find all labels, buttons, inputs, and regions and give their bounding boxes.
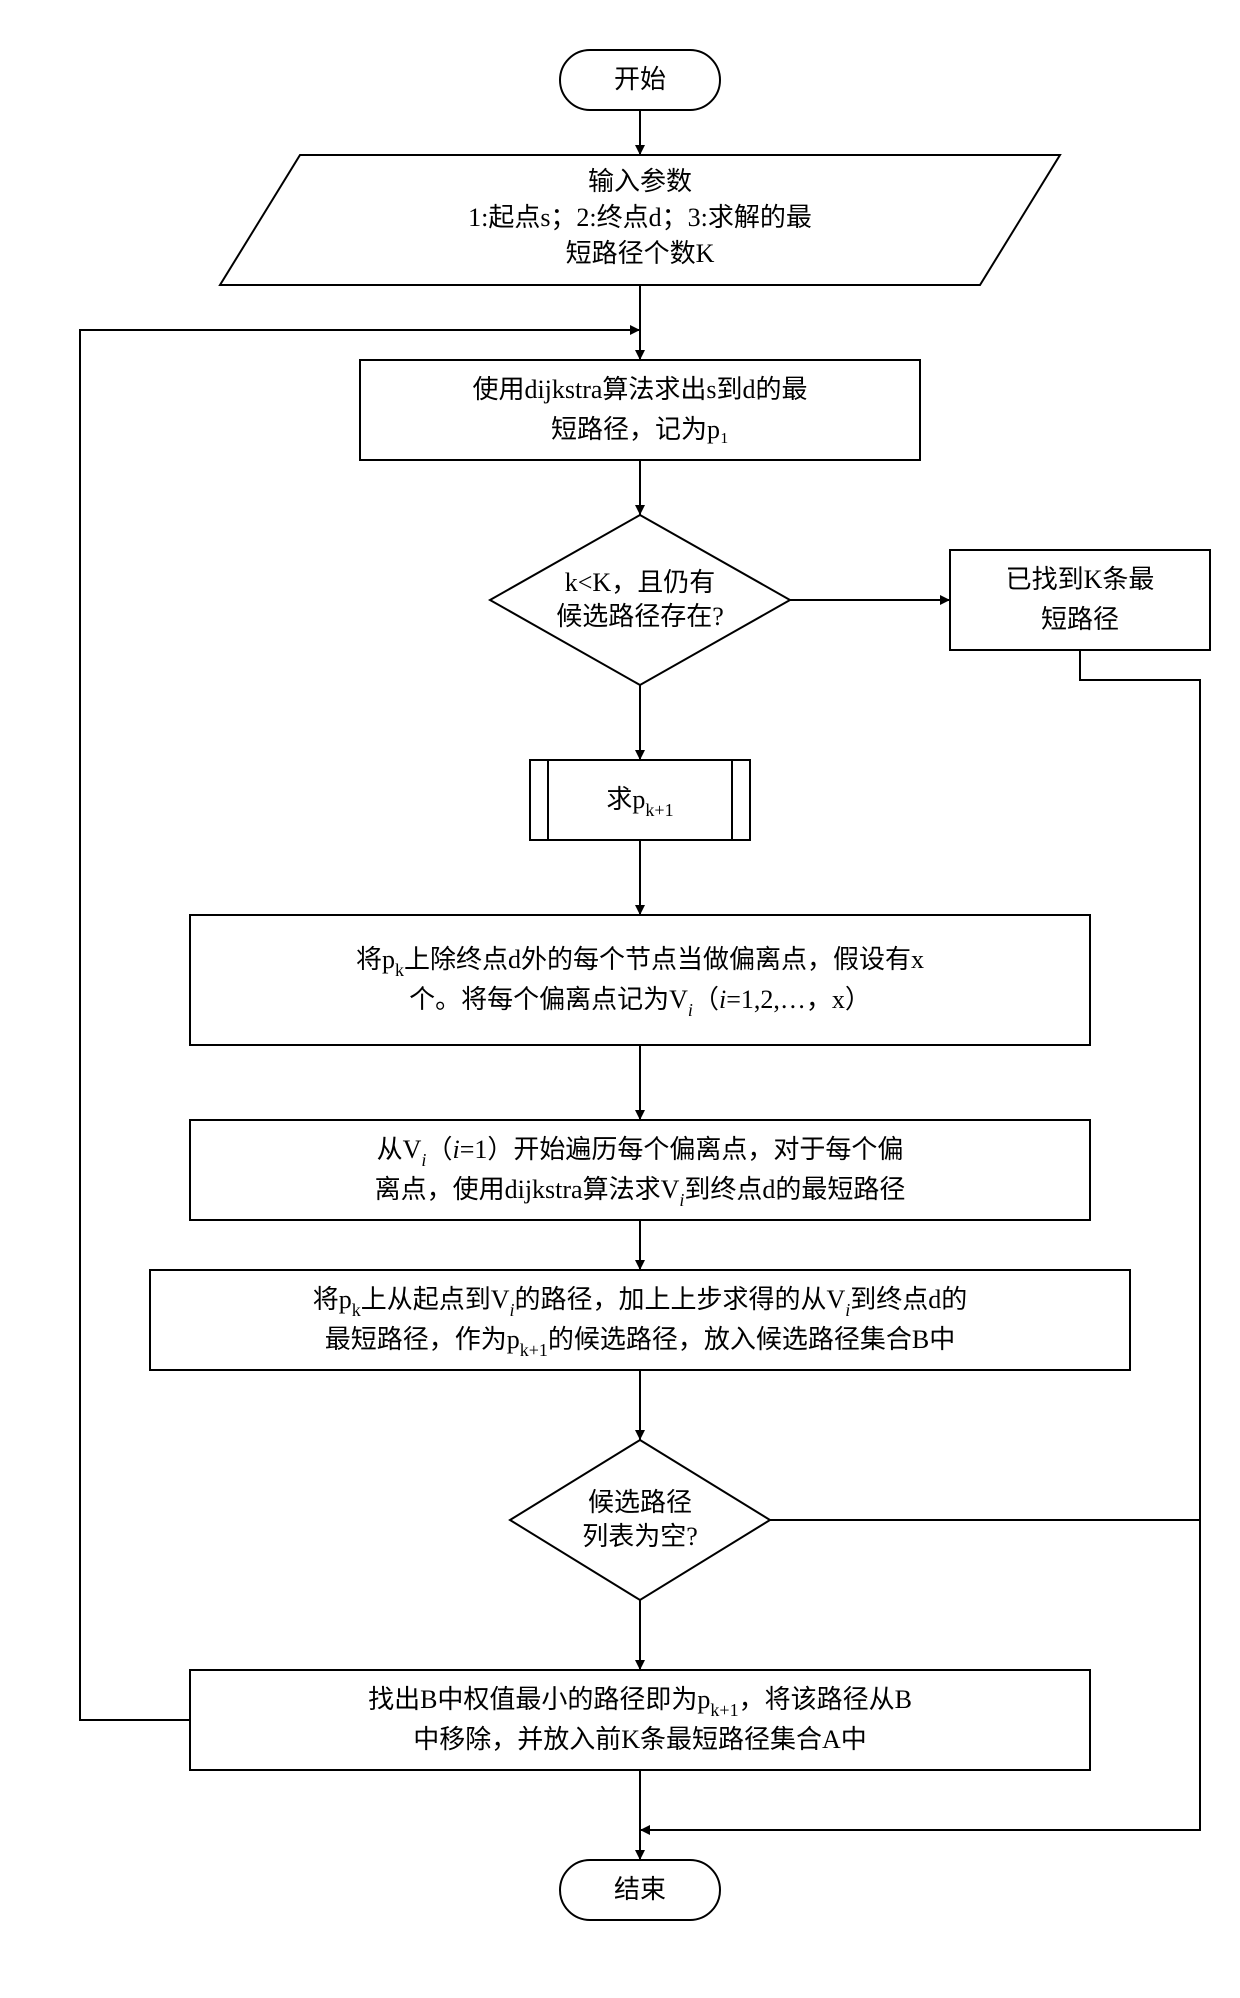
decision1: k<K，且仍有候选路径存在? [490,515,790,685]
svg-text:使用dijkstra算法求出s到d的最: 使用dijkstra算法求出s到d的最 [472,375,807,404]
end: 结束 [560,1860,720,1920]
decision2: 候选路径列表为空? [510,1440,770,1600]
svg-text:已找到K条最: 已找到K条最 [1006,565,1155,594]
findMin: 找出B中权值最小的路径即为pk+1，将该路径从B中移除，并放入前K条最短路径集合… [190,1670,1090,1770]
svg-text:候选路径: 候选路径 [588,1488,692,1517]
input: 输入参数 1:起点s；2:终点d；3:求解的最短路径个数K [220,155,1060,285]
svg-text:短路径: 短路径 [1041,605,1119,634]
svg-text:k<K，且仍有: k<K，且仍有 [565,568,715,597]
candidate: 将pk上从起点到Vi的路径，加上上步求得的从Vi到终点d的最短路径，作为pk+1… [150,1270,1130,1370]
svg-text:候选路径存在?: 候选路径存在? [556,602,724,631]
iterate: 从Vi（i=1）开始遍历每个偏离点，对于每个偏离点，使用dijkstra算法求V… [190,1120,1090,1220]
svg-text:输入参数: 输入参数 [588,167,692,196]
svg-text:列表为空?: 列表为空? [582,1522,698,1551]
dijkstra: 使用dijkstra算法求出s到d的最短路径，记为p₁ [360,360,920,460]
svg-text:结束: 结束 [614,1875,666,1904]
flowchart: 开始输入参数 1:起点s；2:终点d；3:求解的最短路径个数K 使用dijkstra… [20,20,1240,1978]
start: 开始 [560,50,720,110]
svg-text:1:起点s；2:终点d；3:求解的最: 1:起点s；2:终点d；3:求解的最 [468,203,812,232]
svg-text:开始: 开始 [614,65,666,94]
deviate: 将pk上除终点d外的每个节点当做偏离点，假设有x个。将每个偏离点记为Vi（i=1… [190,915,1090,1045]
foundK: 已找到K条最短路径 [950,550,1210,650]
svg-text:短路径，记为p₁: 短路径，记为p₁ [551,415,729,444]
subproc: 求pk+1 [530,760,750,840]
svg-text:短路径个数K: 短路径个数K [566,239,715,268]
svg-text:中移除，并放入前K条最短路径集合A中: 中移除，并放入前K条最短路径集合A中 [413,1725,867,1754]
